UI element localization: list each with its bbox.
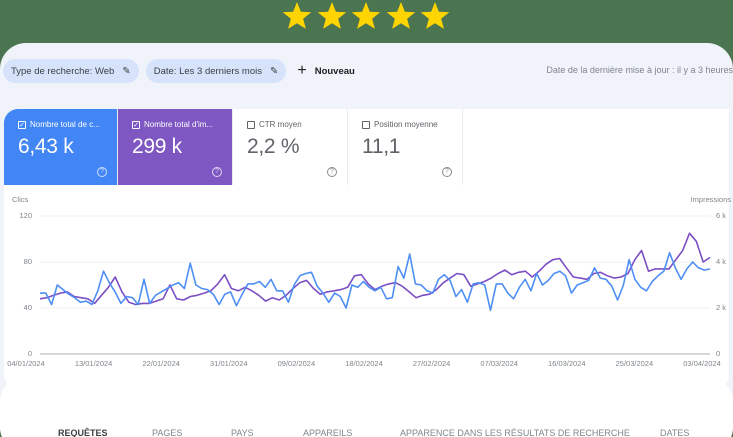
last-updated-text: Date de la dernière mise à jour : il y a…	[546, 65, 733, 75]
metric-cards: ✓ Nombre total de c... 6,43 k ? ✓ Nombre t…	[4, 109, 463, 185]
x-tick: 18/02/2024	[345, 359, 383, 368]
filter-chip-search-type[interactable]: Type de recherche: Web ✎	[3, 59, 139, 83]
impressions-line	[39, 232, 711, 306]
tab-dates[interactable]: DATES	[660, 428, 690, 437]
x-tick: 09/02/2024	[277, 359, 316, 368]
x-tick: 16/03/2024	[548, 359, 586, 368]
y-axis-left-title: Clics	[12, 195, 29, 204]
metric-card-impressions[interactable]: ✓ Nombre total d'im... 299 k ?	[118, 109, 233, 185]
y-tick-right: 2 k	[716, 303, 727, 312]
metric-card-ctr[interactable]: CTR moyen 2,2 % ?	[233, 109, 348, 185]
tab-countries[interactable]: PAYS	[231, 428, 254, 437]
tab-queries[interactable]: REQUÊTES	[58, 428, 108, 437]
tab-pages[interactable]: PAGES	[152, 428, 183, 437]
search-console-panel: Type de recherche: Web ✎ Date: Les 3 der…	[0, 43, 733, 437]
x-tick: 03/04/2024	[683, 359, 721, 368]
plus-icon: +	[297, 62, 307, 79]
filter-chip-date[interactable]: Date: Les 3 derniers mois ✎	[145, 59, 287, 83]
star-icon	[351, 2, 381, 29]
pencil-icon: ✎	[122, 65, 131, 77]
x-tick: 31/01/2024	[210, 359, 248, 368]
y-tick-left: 0	[27, 349, 32, 358]
tab-search-appearance[interactable]: APPARENCE DANS LES RÉSULTATS DE RECHERCH…	[400, 428, 630, 437]
filter-chip-label: Date: Les 3 derniers mois	[153, 65, 262, 77]
new-filter-label: Nouveau	[314, 65, 355, 77]
metric-value: 2,2 %	[247, 135, 300, 158]
performance-chart[interactable]: Clics Impressions 0 0 40 2 k 80 4 k 120 6 k 04/0…	[4, 195, 731, 387]
checkbox-checked-icon[interactable]: ✓	[18, 120, 26, 129]
y-tick-right: 6 k	[716, 211, 727, 220]
x-tick: 25/03/2024	[615, 359, 654, 368]
y-tick-left: 40	[23, 303, 32, 312]
x-tick: 22/01/2024	[142, 359, 180, 368]
y-tick-right: 0	[716, 349, 721, 358]
metric-label: CTR moyen	[259, 120, 302, 129]
help-icon[interactable]: ?	[97, 167, 107, 177]
metric-value: 11,1	[362, 135, 401, 158]
y-axis-right-title: Impressions	[690, 195, 731, 204]
y-tick-left: 120	[19, 211, 32, 220]
checkbox-unchecked-icon[interactable]	[247, 120, 255, 129]
star-icon	[282, 2, 312, 29]
x-tick: 13/01/2024	[74, 359, 113, 368]
pencil-icon: ✎	[269, 65, 279, 77]
help-icon[interactable]: ?	[212, 167, 222, 177]
rating-stars	[281, 0, 451, 32]
metric-label: Nombre total d'im...	[144, 120, 214, 129]
x-tick: 27/02/2024	[412, 359, 451, 368]
metric-card-clicks[interactable]: ✓ Nombre total de c... 6,43 k ?	[4, 109, 118, 185]
metric-card-position[interactable]: Position moyenne 11,1 ?	[348, 109, 463, 185]
help-icon[interactable]: ?	[327, 167, 337, 177]
x-tick: 04/01/2024	[7, 359, 45, 368]
clicks-line	[40, 251, 711, 312]
metric-value: 299 k	[132, 135, 182, 158]
performance-card: ✓ Nombre total de c... 6,43 k ? ✓ Nombre t…	[4, 109, 731, 389]
filter-chip-label: Type de recherche: Web	[11, 65, 115, 77]
metric-label: Position moyenne	[374, 120, 438, 129]
star-icon	[317, 2, 346, 29]
dimension-tabs: REQUÊTES PAGES PAYS APPAREILS APPARENCE …	[0, 376, 733, 437]
tab-devices[interactable]: APPAREILS	[303, 428, 353, 437]
chart-plot	[39, 215, 711, 355]
filter-bar: Type de recherche: Web ✎ Date: Les 3 der…	[3, 58, 733, 84]
checkbox-unchecked-icon[interactable]	[362, 120, 370, 129]
star-icon	[420, 2, 450, 29]
star-icon	[386, 2, 415, 29]
new-filter-button[interactable]: + Nouveau	[297, 63, 354, 79]
help-icon[interactable]: ?	[442, 167, 452, 177]
checkbox-checked-icon[interactable]: ✓	[132, 120, 140, 129]
metric-label: Nombre total de c...	[30, 120, 100, 129]
metric-value: 6,43 k	[18, 135, 74, 158]
x-tick: 07/03/2024	[480, 359, 518, 368]
y-tick-left: 80	[23, 257, 32, 266]
y-tick-right: 4 k	[716, 257, 727, 266]
